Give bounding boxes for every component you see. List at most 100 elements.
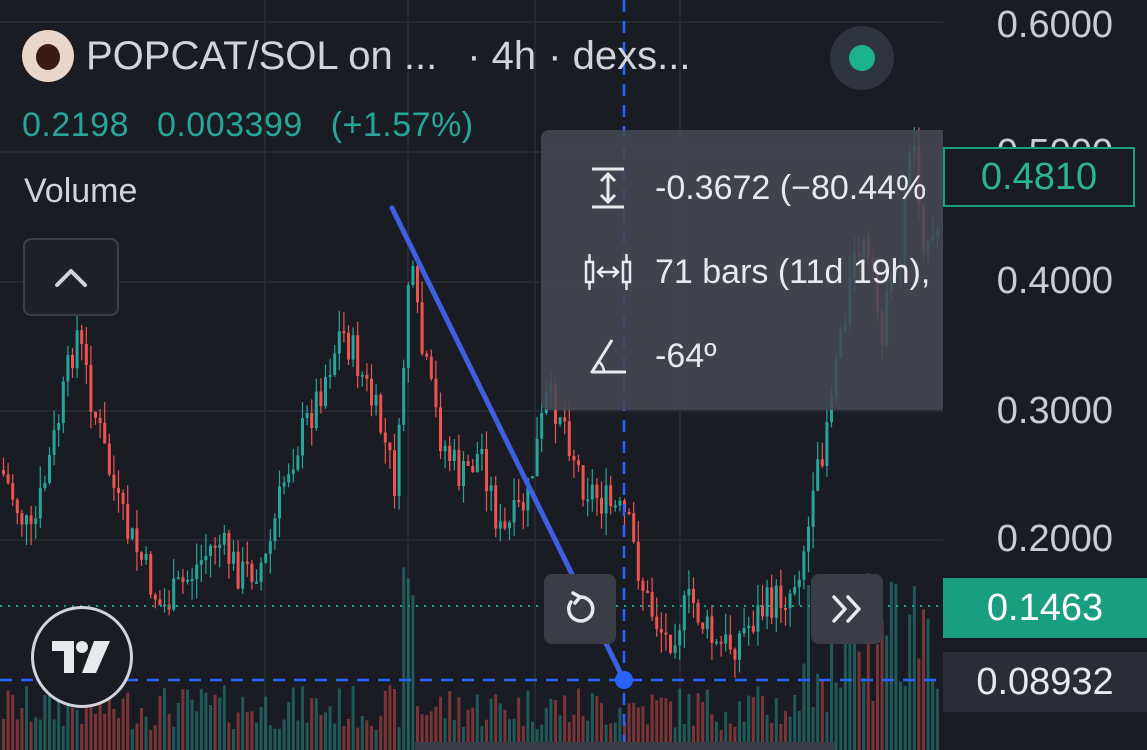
volume-bar [595,696,599,750]
volume-bar [365,720,369,750]
measure-angle: -64º [655,336,717,375]
reset-button[interactable] [544,574,616,644]
candle-body [232,551,235,564]
volume-bar [245,712,249,750]
candle-body [305,412,309,419]
candle-body [167,604,171,610]
measure-bars-row: 71 bars (11d 19h), [541,252,943,292]
token-avatar [22,30,74,82]
candle-body [774,585,778,618]
candle-body [199,560,203,565]
volume-bar [406,578,410,750]
candle-body [360,374,364,377]
candle-body [15,499,19,514]
volume-bar [186,689,189,750]
candle-body [761,605,764,617]
candle-body [641,580,645,591]
volume-bar [278,728,281,750]
volume-bar [480,726,484,750]
market-status-button[interactable] [830,26,894,90]
volume-bar [908,614,912,750]
volume-bar [420,714,424,750]
volume-bar [218,697,222,750]
volume-bar [190,699,194,750]
volume-bar [167,713,171,750]
candle-body [29,515,33,524]
volume-bar [337,688,341,750]
volume-bar [360,716,364,750]
candle-body [351,335,355,360]
volume-bar [765,714,769,750]
collapse-button[interactable] [23,238,119,316]
candle-body [347,332,350,360]
candle-body [117,487,120,494]
y-tick-label: 0.6000 [996,4,1113,46]
candle-body [38,488,42,519]
volume-bar [259,707,263,750]
candle-body [264,553,268,563]
volume-bar [75,710,79,750]
measure-bar-range: 71 bars (11d 19h), [655,252,931,291]
volume-bar [503,709,507,750]
volume-bar [862,677,866,750]
volume-bar [130,729,134,750]
candle-body [153,594,157,600]
volume-bar [600,703,603,750]
volume-bar [342,726,346,750]
tradingview-logo[interactable] [31,606,133,708]
symbol-header[interactable]: POPCAT/SOL on ... · 4h · dexs... [22,30,690,82]
candle-body [112,474,116,488]
volume-bar [393,688,396,750]
volume-bar [310,698,314,750]
volume-bar [291,687,295,750]
candle-body [236,551,240,589]
volume-bar [572,714,576,750]
volume-bar [20,708,24,750]
volume-bar [669,701,672,750]
volume-bar [25,686,28,750]
volume-bar [636,707,640,750]
volume-bar [931,680,935,750]
candle-body [48,454,51,483]
volume-bar [779,723,783,750]
volume-bar [673,727,677,750]
volume-bar [2,719,5,750]
candle-body [669,634,672,653]
candle-body [742,628,746,634]
candle-body [342,331,346,334]
volume-bar [793,694,797,750]
candle-body [466,461,470,467]
candle-body [84,343,88,365]
volume-bar [43,695,47,750]
candle-body [701,622,705,630]
volume-bar [609,723,613,750]
volume-bar [264,696,268,750]
volume-bar [784,711,787,750]
candle-body [172,578,176,610]
candle-body [218,544,222,548]
volume-bar [439,696,442,750]
volume-bar [922,609,925,750]
candle-body [388,442,392,451]
candle-body [751,625,755,632]
volume-bar [558,715,562,750]
volume-bar [770,722,774,750]
candle-body [356,335,360,376]
candle-body [719,641,723,644]
candle-body [149,554,153,595]
candle-body [609,485,613,507]
candle-body [20,513,24,525]
candle-body [521,502,525,511]
volume-bar [268,725,272,750]
price-range-icon [592,167,624,209]
candle-body [820,459,824,467]
candle-body [75,330,79,369]
candle-body [664,632,668,635]
candle-body [429,356,433,379]
volume-bar [613,722,617,750]
candle-body [452,449,456,462]
candle-body [604,485,608,514]
scroll-to-latest-button[interactable] [811,574,883,644]
volume-bar [885,635,889,750]
